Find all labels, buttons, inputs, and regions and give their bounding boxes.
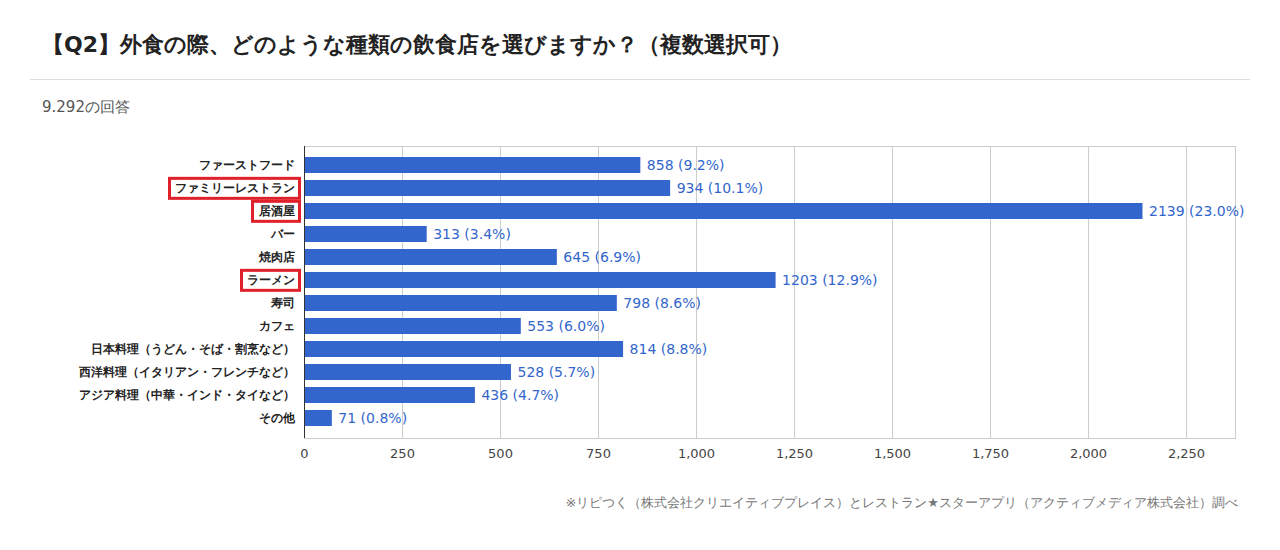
svg-text:553 (6.0%): 553 (6.0%) [527,318,605,334]
svg-text:1,500: 1,500 [874,446,911,461]
svg-text:71 (0.8%): 71 (0.8%) [338,410,407,426]
svg-text:250: 250 [390,446,415,461]
svg-text:1,000: 1,000 [678,446,715,461]
svg-text:居酒屋: 居酒屋 [258,204,295,218]
svg-text:焼肉店: 焼肉店 [258,250,295,264]
svg-text:寿司: 寿司 [270,296,295,310]
svg-text:ファーストフード: ファーストフード [199,158,295,172]
svg-text:814 (8.8%): 814 (8.8%) [630,341,708,357]
svg-text:500: 500 [488,446,513,461]
html-text:【Q2】外食の際、どのような種類の飲食店を選びますか？（複数: 【Q2】外食の際、どのような種類の飲食店を選びますか？（複数選択可） [42,32,792,57]
svg-text:2139 (23.0%): 2139 (23.0%) [1149,203,1244,219]
svg-text:1,750: 1,750 [972,446,1009,461]
svg-text:西洋料理（イタリアン・フレンチなど）: 西洋料理（イタリアン・フレンチなど） [78,365,295,379]
svg-text:934 (10.1%): 934 (10.1%) [677,180,764,196]
svg-text:その他: その他 [259,411,296,425]
svg-text:750: 750 [586,446,611,461]
svg-text:アジア料理（中華・インド・タイなど）: アジア料理（中華・インド・タイなど） [79,388,295,402]
svg-text:1,250: 1,250 [776,446,813,461]
svg-text:カフェ: カフェ [259,319,295,333]
svg-text:798 (8.6%): 798 (8.6%) [623,295,701,311]
svg-text:858 (9.2%): 858 (9.2%) [647,157,725,173]
html-text:※リピつく（株式会社クリエイティブプレイス）とレストラン★ス: ※リピつく（株式会社クリエイティブプレイス）とレストラン★スターアプリ（アクティ… [565,495,1238,510]
svg-text:0: 0 [300,446,308,461]
svg-text:313 (3.4%): 313 (3.4%) [433,226,511,242]
svg-text:ファミリーレストラン: ファミリーレストラン [175,181,295,195]
svg-text:1203 (12.9%): 1203 (12.9%) [782,272,877,288]
svg-text:528 (5.7%): 528 (5.7%) [517,364,595,380]
svg-text:ラーメン: ラーメン [247,273,295,287]
html-text:9.292の回答: 9.292の回答 [42,98,130,116]
svg-text:645 (6.9%): 645 (6.9%) [563,249,641,265]
svg-text:バー: バー [270,227,295,241]
svg-text:日本料理（うどん・そば・割烹など）: 日本料理（うどん・そば・割烹など） [91,342,295,356]
svg-text:2,250: 2,250 [1168,446,1205,461]
svg-text:2,000: 2,000 [1070,446,1107,461]
svg-text:436 (4.7%): 436 (4.7%) [481,387,559,403]
